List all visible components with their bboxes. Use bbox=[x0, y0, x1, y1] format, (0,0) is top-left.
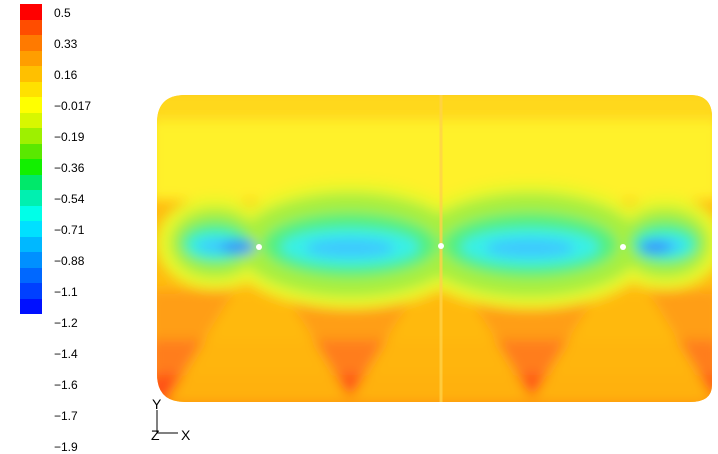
legend-swatch bbox=[20, 205, 42, 221]
top-edge-band bbox=[157, 95, 712, 120]
legend-tick-label: −0.54 bbox=[54, 192, 85, 206]
axes-triad-lines bbox=[156, 410, 178, 434]
legend-swatch bbox=[20, 267, 42, 283]
legend-tick-label: 0.33 bbox=[54, 37, 78, 51]
singular-points bbox=[256, 243, 626, 250]
legend-swatch bbox=[20, 283, 42, 299]
legend-swatch bbox=[20, 174, 42, 190]
legend-swatch bbox=[20, 35, 42, 51]
legend-tick-label: −1.6 bbox=[54, 378, 78, 392]
legend-tick-label: −1.4 bbox=[54, 347, 78, 361]
contour-core bbox=[639, 240, 671, 254]
legend-tick-label: −0.88 bbox=[54, 254, 85, 268]
legend-swatch bbox=[20, 190, 42, 206]
singular-point-left bbox=[256, 244, 262, 250]
legend-swatch bbox=[20, 4, 42, 20]
legend-tick-label: −1.2 bbox=[54, 316, 78, 330]
legend-tick-label: −0.36 bbox=[54, 161, 85, 175]
legend-swatch bbox=[20, 81, 42, 97]
singular-point-right bbox=[620, 244, 626, 250]
legend-swatch bbox=[20, 298, 42, 314]
contour-core bbox=[485, 238, 575, 258]
color-legend: 0.5 0.33 0.16 −0.017 −0.19 −0.36 −0.54 −0.71 −0.… bbox=[0, 0, 120, 454]
legend-tick-label: −1.1 bbox=[54, 285, 78, 299]
legend-swatch bbox=[20, 66, 42, 82]
pressure-field bbox=[157, 95, 712, 402]
contour-core bbox=[305, 238, 395, 258]
x-axis-label: X bbox=[181, 427, 191, 443]
legend-swatch bbox=[20, 112, 42, 128]
legend-swatch bbox=[20, 128, 42, 144]
legend-tick-label: −0.19 bbox=[54, 130, 85, 144]
legend-tick-label: −1.9 bbox=[54, 440, 78, 454]
z-axis-label: Z bbox=[151, 427, 160, 443]
legend-swatch bbox=[20, 143, 42, 159]
legend-tick-label: 0.5 bbox=[54, 6, 71, 20]
singular-point-center bbox=[438, 243, 444, 249]
axes-triad: Y Z X bbox=[145, 395, 205, 450]
legend-tick-label: −0.71 bbox=[54, 223, 85, 237]
fan-region bbox=[528, 250, 712, 402]
legend-swatch bbox=[20, 50, 42, 66]
legend-tick-label: −1.7 bbox=[54, 409, 78, 423]
legend-swatch bbox=[20, 236, 42, 252]
legend-tick-label: 0.16 bbox=[54, 68, 78, 82]
legend-swatch bbox=[20, 97, 42, 113]
y-axis-label: Y bbox=[152, 396, 162, 412]
contour-core bbox=[220, 240, 256, 254]
legend-tick-label: −0.017 bbox=[54, 99, 92, 113]
contour-bands bbox=[157, 95, 712, 402]
legend-swatch bbox=[20, 221, 42, 237]
legend-swatch bbox=[20, 159, 42, 175]
fan-region bbox=[164, 250, 354, 402]
legend-swatch bbox=[20, 252, 42, 268]
legend-swatch bbox=[20, 19, 42, 35]
